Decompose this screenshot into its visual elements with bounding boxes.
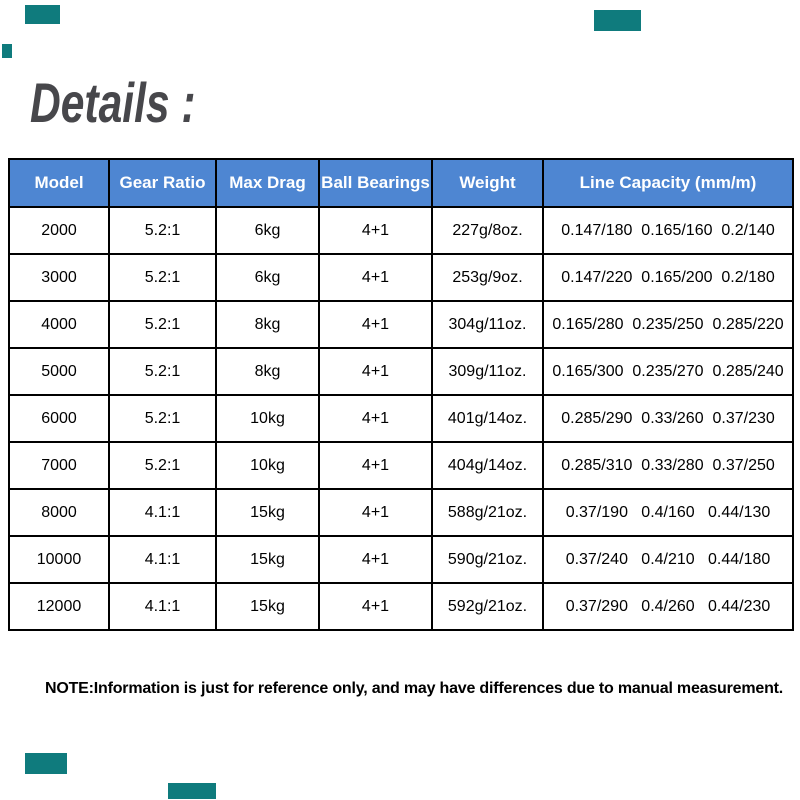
cell-model: 3000 (8, 253, 110, 302)
cell-max-drag: 15kg (215, 488, 320, 537)
cell-line-capacity: 0.147/220 0.165/200 0.2/180 (542, 253, 794, 302)
cell-model: 5000 (8, 347, 110, 396)
cell-weight: 227g/8oz. (431, 206, 544, 255)
table-row-7000: 7000 5.2:1 10kg 4+1 404g/14oz. 0.285/310 0.33… (8, 441, 794, 490)
cell-weight: 404g/14oz. (431, 441, 544, 490)
cell-ball-bearings: 4+1 (318, 300, 433, 349)
cell-gear-ratio: 5.2:1 (108, 394, 217, 443)
cell-max-drag: 10kg (215, 394, 320, 443)
redaction-mark (168, 783, 216, 799)
cell-gear-ratio: 5.2:1 (108, 441, 217, 490)
cell-ball-bearings: 4+1 (318, 535, 433, 584)
cell-model: 8000 (8, 488, 110, 537)
cell-line-capacity: 0.285/310 0.33/280 0.37/250 (542, 441, 794, 490)
cell-gear-ratio: 4.1:1 (108, 582, 217, 631)
cell-gear-ratio: 5.2:1 (108, 206, 217, 255)
cell-line-capacity: 0.165/300 0.235/270 0.285/240 (542, 347, 794, 396)
cell-max-drag: 15kg (215, 535, 320, 584)
cell-gear-ratio: 5.2:1 (108, 300, 217, 349)
cell-max-drag: 15kg (215, 582, 320, 631)
col-header-model: Model (8, 158, 110, 208)
cell-line-capacity: 0.285/290 0.33/260 0.37/230 (542, 394, 794, 443)
table-row-3000: 3000 5.2:1 6kg 4+1 253g/9oz. 0.147/220 0.165/… (8, 253, 794, 302)
cell-model: 7000 (8, 441, 110, 490)
cell-line-capacity: 0.37/240 0.4/210 0.44/180 (542, 535, 794, 584)
cell-gear-ratio: 5.2:1 (108, 347, 217, 396)
table-row-10000: 10000 4.1:1 15kg 4+1 590g/21oz. 0.37/240 0.4/… (8, 535, 794, 584)
cell-ball-bearings: 4+1 (318, 253, 433, 302)
cell-weight: 588g/21oz. (431, 488, 544, 537)
cell-gear-ratio: 5.2:1 (108, 253, 217, 302)
note-text: NOTE:Information is just for reference o… (45, 680, 784, 697)
cell-weight: 253g/9oz. (431, 253, 544, 302)
cell-line-capacity: 0.37/190 0.4/160 0.44/130 (542, 488, 794, 537)
cell-gear-ratio: 4.1:1 (108, 535, 217, 584)
redaction-mark (594, 10, 641, 31)
cell-weight: 401g/14oz. (431, 394, 544, 443)
col-header-weight: Weight (431, 158, 544, 208)
cell-model: 2000 (8, 206, 110, 255)
table-row-12000: 12000 4.1:1 15kg 4+1 592g/21oz. 0.37/290 0.4/… (8, 582, 794, 631)
col-header-ball-bearings: Ball Bearings (318, 158, 433, 208)
cell-weight: 590g/21oz. (431, 535, 544, 584)
cell-ball-bearings: 4+1 (318, 394, 433, 443)
spec-table-header-row: Model Gear Ratio Max Drag Ball Bearings Weig… (8, 158, 794, 208)
col-header-max-drag: Max Drag (215, 158, 320, 208)
redaction-mark (25, 5, 60, 24)
table-row-4000: 4000 5.2:1 8kg 4+1 304g/11oz. 0.165/280 0.235… (8, 300, 794, 349)
cell-gear-ratio: 4.1:1 (108, 488, 217, 537)
cell-ball-bearings: 4+1 (318, 206, 433, 255)
cell-max-drag: 10kg (215, 441, 320, 490)
cell-max-drag: 8kg (215, 347, 320, 396)
cell-ball-bearings: 4+1 (318, 347, 433, 396)
cell-max-drag: 6kg (215, 206, 320, 255)
cell-ball-bearings: 4+1 (318, 441, 433, 490)
redaction-mark (2, 44, 12, 58)
cell-model: 10000 (8, 535, 110, 584)
cell-line-capacity: 0.37/290 0.4/260 0.44/230 (542, 582, 794, 631)
cell-max-drag: 8kg (215, 300, 320, 349)
table-row-2000: 2000 5.2:1 6kg 4+1 227g/8oz. 0.147/180 0.165/… (8, 206, 794, 255)
spec-table: Model Gear Ratio Max Drag Ball Bearings Weig… (8, 158, 794, 631)
table-row-6000: 6000 5.2:1 10kg 4+1 401g/14oz. 0.285/290 0.33… (8, 394, 794, 443)
table-row-5000: 5000 5.2:1 8kg 4+1 309g/11oz. 0.165/300 0.235… (8, 347, 794, 396)
col-header-line-capacity: Line Capacity (mm/m) (542, 158, 794, 208)
cell-model: 12000 (8, 582, 110, 631)
cell-model: 4000 (8, 300, 110, 349)
page-title: Details : (30, 71, 196, 134)
cell-line-capacity: 0.165/280 0.235/250 0.285/220 (542, 300, 794, 349)
redaction-mark (25, 753, 67, 774)
cell-weight: 309g/11oz. (431, 347, 544, 396)
cell-weight: 304g/11oz. (431, 300, 544, 349)
cell-model: 6000 (8, 394, 110, 443)
cell-ball-bearings: 4+1 (318, 488, 433, 537)
col-header-gear-ratio: Gear Ratio (108, 158, 217, 208)
cell-line-capacity: 0.147/180 0.165/160 0.2/140 (542, 206, 794, 255)
cell-max-drag: 6kg (215, 253, 320, 302)
table-row-8000: 8000 4.1:1 15kg 4+1 588g/21oz. 0.37/190 0.4/1… (8, 488, 794, 537)
cell-ball-bearings: 4+1 (318, 582, 433, 631)
cell-weight: 592g/21oz. (431, 582, 544, 631)
